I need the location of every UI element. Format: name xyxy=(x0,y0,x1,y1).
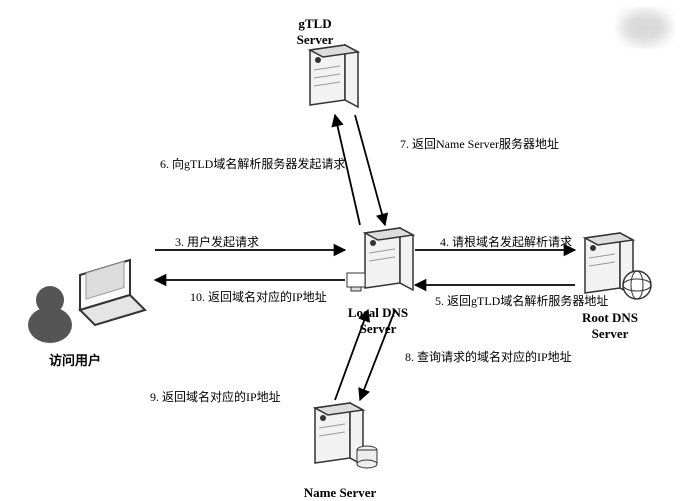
label-user: 访问用户 xyxy=(25,350,125,369)
user-node xyxy=(20,230,150,350)
label-root: Root DNS Server xyxy=(560,310,660,342)
label-local: Local DNS Server xyxy=(328,305,428,337)
edge-label-e8: 8. 查询请求的域名对应的IP地址 xyxy=(405,348,572,365)
edge-label-e3: 3. 用户发起请求 xyxy=(175,233,259,250)
gtld-node xyxy=(300,40,370,115)
local-node xyxy=(345,225,425,305)
edge-label-e10: 10. 返回域名对应的IP地址 xyxy=(190,288,327,305)
edge-label-e6: 6. 向gTLD域名解析服务器发起请求 xyxy=(160,155,345,172)
edge-label-e5: 5. 返回gTLD域名解析服务器地址 xyxy=(435,292,608,309)
label-name: Name Server xyxy=(290,485,390,501)
edge-label-e4: 4. 请根域名发起解析请求 xyxy=(440,233,572,250)
edge-label-e9: 9. 返回域名对应的IP地址 xyxy=(150,388,281,405)
edge-label-e7: 7. 返回Name Server服务器地址 xyxy=(400,135,559,152)
diagram-stage: 访问用户 gTLD Server Local DNS Server Root DNS … xyxy=(0,0,689,500)
edge-e7 xyxy=(355,115,385,225)
label-gtld: gTLD Server xyxy=(265,16,365,48)
name-node xyxy=(305,400,390,480)
